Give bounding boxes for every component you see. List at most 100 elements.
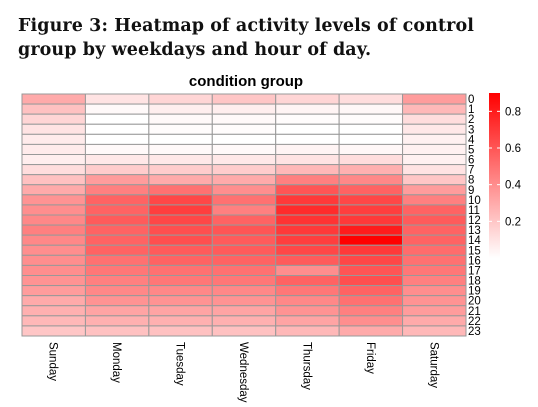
heatmap-cell-monday-11 bbox=[84, 204, 150, 216]
heatmap-cell-tuesday-9 bbox=[148, 184, 213, 196]
heatmap-cell-sunday-23 bbox=[21, 325, 86, 337]
heatmap-cell-thursday-7 bbox=[275, 164, 340, 176]
row-label: 7 bbox=[468, 165, 474, 177]
heatmap-cell-monday-4 bbox=[84, 133, 150, 145]
heatmap-cell-wednesday-15 bbox=[211, 244, 277, 256]
heatmap-cell-monday-20 bbox=[84, 295, 150, 307]
heatmap-cell-sunday-18 bbox=[21, 275, 86, 287]
heatmap-cell-tuesday-17 bbox=[148, 264, 213, 276]
heatmap-cell-saturday-4 bbox=[402, 133, 467, 145]
heatmap-cell-wednesday-8 bbox=[211, 174, 277, 186]
heatmap-cell-monday-9 bbox=[84, 184, 150, 196]
heatmap-cell-saturday-21 bbox=[402, 305, 467, 317]
heatmap-cell-tuesday-1 bbox=[148, 103, 213, 115]
row-label: 23 bbox=[468, 326, 481, 338]
heatmap-cell-friday-18 bbox=[338, 275, 404, 287]
heatmap-cell-monday-3 bbox=[84, 123, 150, 135]
heatmap-cell-thursday-9 bbox=[275, 184, 340, 196]
heatmap-cell-sunday-20 bbox=[21, 295, 86, 307]
heatmap-cell-friday-23 bbox=[338, 325, 404, 337]
heatmap-cell-tuesday-5 bbox=[148, 143, 213, 156]
heatmap-cell-tuesday-12 bbox=[148, 214, 213, 226]
heatmap-cell-saturday-19 bbox=[402, 285, 467, 297]
legend-tick-label: 0.2 bbox=[505, 216, 521, 228]
row-label: 6 bbox=[468, 155, 474, 167]
heatmap-cell-sunday-1 bbox=[21, 103, 86, 115]
heatmap-cell-sunday-4 bbox=[21, 133, 86, 145]
row-label: 20 bbox=[468, 296, 481, 308]
heatmap-cell-sunday-13 bbox=[21, 224, 86, 236]
column-label: Sunday bbox=[47, 342, 59, 381]
heatmap-cell-monday-17 bbox=[84, 264, 150, 276]
heatmap-cell-saturday-9 bbox=[402, 184, 467, 196]
heatmap-cell-tuesday-18 bbox=[148, 275, 213, 287]
row-label: 8 bbox=[468, 175, 474, 187]
heatmap-cell-monday-23 bbox=[84, 325, 150, 337]
heatmap-cell-monday-12 bbox=[84, 214, 150, 226]
column-label: Wednesday bbox=[237, 342, 249, 403]
heatmap-cell-thursday-8 bbox=[275, 174, 340, 186]
heatmap-cells bbox=[21, 93, 467, 337]
heatmap-cell-friday-0 bbox=[338, 93, 404, 105]
heatmap-cell-wednesday-19 bbox=[211, 285, 277, 297]
column-tick-labels: Sunday Monday Tuesday Wednesday Thursday Frid… bbox=[47, 342, 440, 403]
heatmap-cell-friday-15 bbox=[338, 244, 404, 256]
row-label: 15 bbox=[468, 245, 481, 257]
heatmap-cell-tuesday-23 bbox=[148, 325, 213, 337]
row-label: 22 bbox=[468, 316, 481, 328]
heatmap-cell-thursday-10 bbox=[275, 194, 340, 206]
figure-caption: Figure 3: Heatmap of activity levels of … bbox=[18, 16, 475, 60]
heatmap-cell-wednesday-17 bbox=[211, 264, 277, 276]
heatmap-cell-monday-8 bbox=[84, 174, 150, 186]
row-label: 3 bbox=[468, 124, 474, 136]
heatmap-cell-friday-5 bbox=[338, 143, 404, 156]
heatmap-cell-friday-2 bbox=[338, 113, 404, 125]
heatmap-cell-thursday-12 bbox=[275, 214, 340, 226]
heatmap-cell-friday-16 bbox=[338, 254, 404, 266]
heatmap-cell-saturday-1 bbox=[402, 103, 467, 115]
row-label: 19 bbox=[468, 286, 481, 298]
heatmap-cell-tuesday-16 bbox=[148, 254, 213, 266]
row-label: 21 bbox=[468, 306, 481, 318]
heatmap-cell-monday-2 bbox=[84, 113, 150, 125]
heatmap-cell-sunday-16 bbox=[21, 254, 86, 266]
heatmap-cell-wednesday-7 bbox=[211, 164, 277, 176]
heatmap-cell-saturday-0 bbox=[402, 93, 467, 105]
heatmap-cell-saturday-15 bbox=[402, 244, 467, 256]
heatmap-cell-friday-13 bbox=[338, 224, 404, 236]
column-label: Thursday bbox=[300, 342, 312, 390]
heatmap-cell-thursday-21 bbox=[275, 305, 340, 317]
heatmap-cell-thursday-1 bbox=[275, 103, 340, 115]
heatmap-cell-sunday-9 bbox=[21, 184, 86, 196]
heatmap-cell-monday-13 bbox=[84, 224, 150, 236]
heatmap-cell-sunday-5 bbox=[21, 143, 86, 156]
heatmap-cell-sunday-21 bbox=[21, 305, 86, 317]
legend-tick-label: 0.6 bbox=[505, 143, 521, 155]
heatmap-cell-friday-9 bbox=[338, 184, 404, 196]
color-legend: 0.2 0.4 0.6 0.8 bbox=[489, 93, 522, 258]
row-label: 0 bbox=[468, 94, 474, 106]
heatmap-cell-wednesday-6 bbox=[211, 154, 277, 166]
heatmap-cell-wednesday-11 bbox=[211, 204, 277, 216]
heatmap-cell-sunday-17 bbox=[21, 264, 86, 276]
heatmap-cell-monday-18 bbox=[84, 275, 150, 287]
column-label: Saturday bbox=[427, 342, 439, 388]
heatmap-cell-friday-6 bbox=[338, 154, 404, 166]
heatmap-cell-friday-14 bbox=[338, 234, 404, 246]
row-label: 13 bbox=[468, 225, 481, 237]
heatmap-cell-saturday-6 bbox=[402, 154, 467, 166]
heatmap-cell-wednesday-14 bbox=[211, 234, 277, 246]
heatmap-cell-friday-7 bbox=[338, 164, 404, 176]
heatmap-cell-sunday-0 bbox=[21, 93, 86, 105]
heatmap-cell-sunday-15 bbox=[21, 244, 86, 256]
heatmap-cell-thursday-6 bbox=[275, 154, 340, 166]
heatmap-cell-saturday-14 bbox=[402, 234, 467, 246]
heatmap-cell-friday-12 bbox=[338, 214, 404, 226]
heatmap-cell-friday-10 bbox=[338, 194, 404, 206]
heatmap-cell-monday-21 bbox=[84, 305, 150, 317]
heatmap-cell-monday-19 bbox=[84, 285, 150, 297]
heatmap-cell-thursday-18 bbox=[275, 275, 340, 287]
heatmap-cell-tuesday-3 bbox=[148, 123, 213, 135]
column-label: Monday bbox=[110, 342, 122, 383]
